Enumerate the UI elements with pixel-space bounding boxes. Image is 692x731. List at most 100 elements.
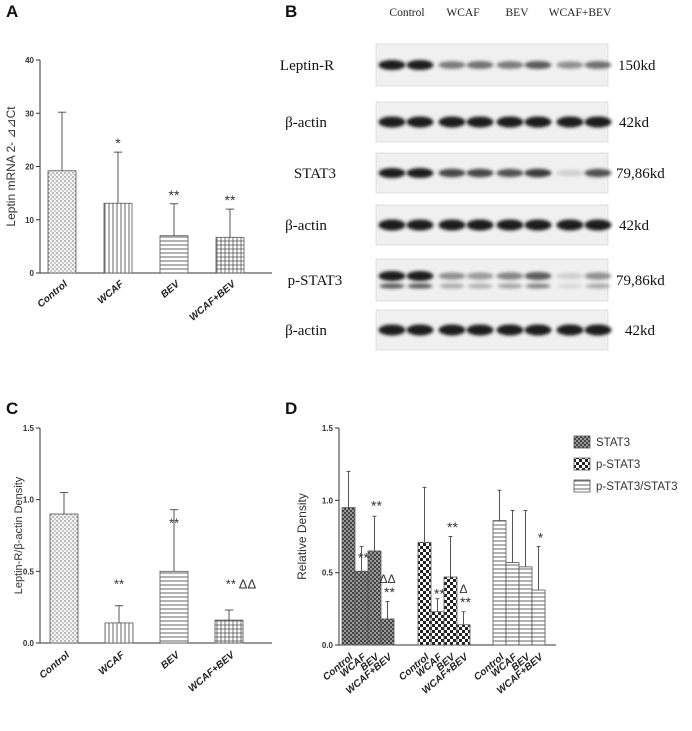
panel-d-significance-label: ** <box>434 586 445 602</box>
panel-a-y-tick-label: 10 <box>25 216 34 225</box>
panel-a-category-label: BEV <box>159 278 183 300</box>
blot-band <box>556 169 584 177</box>
panel-d-p-stat3-bev-bar <box>443 576 458 646</box>
blot-band <box>378 324 406 336</box>
panel-d-significance-label: * <box>538 529 544 545</box>
panel-d-p-stat3-control-bar <box>417 541 432 646</box>
panel-c-significance-label: ** ΔΔ <box>226 577 257 592</box>
panel-a-y-tick-label: 40 <box>25 56 34 65</box>
panel-c-y-tick-label: 0.0 <box>23 639 35 648</box>
panel-c-y-tick-label: 0.5 <box>23 567 35 576</box>
blot-band <box>556 324 584 336</box>
blot-size-label: 42kd <box>619 115 650 131</box>
panel-d-p-stat3-wcaf-bar <box>430 611 445 646</box>
blot-band <box>378 271 406 281</box>
blot-band <box>466 168 494 178</box>
blot-band <box>496 324 524 336</box>
panel-c-category-label: WCAF+BEV <box>187 649 238 695</box>
panel-a-y-tick-label: 0 <box>30 269 35 278</box>
panel-d-legend-label: p-STAT3/STAT3 <box>596 481 678 493</box>
panel-a-y-axis-label: Leptin mRNA 2- ⊿⊿Ct <box>4 106 18 227</box>
panel-d-significance-label: Δ <box>459 582 467 596</box>
panel-d-y-tick-label: 0.0 <box>322 641 334 650</box>
panel-d-stat3-control-bar <box>341 507 356 646</box>
blot-band <box>438 168 466 178</box>
panel-d-legend-swatch <box>573 457 591 471</box>
blot-band <box>584 61 612 69</box>
blot-band <box>584 168 612 178</box>
blot-band <box>524 168 552 178</box>
blot-band <box>556 272 584 280</box>
blot-band <box>466 272 494 280</box>
panel-d-p-stat3-wcaf-bev-bar <box>456 624 471 646</box>
panel-c-significance-label: ** <box>169 516 179 531</box>
panel-a-wcaf-bar <box>103 202 133 274</box>
blot-band <box>496 272 524 280</box>
blot-band <box>524 60 552 70</box>
panel-a-wcaf-bev-bar <box>215 236 245 274</box>
panel-d-significance-label: ΔΔ <box>379 572 395 586</box>
panel-d-p-stat3-stat3-wcaf-bev-bar <box>531 589 546 646</box>
panel-letter-d: D <box>285 399 298 418</box>
blot-band <box>466 116 494 128</box>
blot-lane-label: BEV <box>506 7 530 19</box>
panel-d-p-stat3-stat3-bev-bar <box>518 566 533 646</box>
panel-d-p-stat3-stat3-control-bar <box>492 520 507 646</box>
blot-lane-label: WCAF+BEV <box>549 7 612 19</box>
panel-d-significance-label: ** <box>371 497 382 513</box>
panel-d-significance-label: ** <box>447 519 458 535</box>
blot-band <box>584 324 612 336</box>
blot-band <box>466 61 494 69</box>
blot-band <box>556 116 584 128</box>
blot-size-label: 79,86kd <box>616 166 665 182</box>
panel-c-wcaf-bar <box>104 622 134 644</box>
panel-a-significance-label: * <box>115 135 121 151</box>
blot-band-lower <box>525 283 551 289</box>
panel-c-y-tick-label: 1.0 <box>23 496 35 505</box>
panel-d-p-stat3-stat3-wcaf-bar <box>505 562 520 646</box>
panel-a-control-bar <box>47 170 77 274</box>
blot-band <box>466 324 494 336</box>
blot-band <box>496 168 524 178</box>
panel-a-y-tick-label: 20 <box>25 163 34 172</box>
panel-a-significance-label: ** <box>169 187 180 203</box>
blot-band-lower <box>557 283 583 289</box>
panel-d-legend-swatch <box>573 435 591 449</box>
panel-d-legend-swatch <box>573 479 591 493</box>
blot-band <box>378 168 406 178</box>
panel-c-y-tick-label: 1.5 <box>23 424 35 433</box>
panel-d-stat3-bev-bar <box>367 550 382 646</box>
panel-d-y-tick-label: 1.5 <box>322 424 334 433</box>
blot-size-label: 42kd <box>619 218 650 234</box>
blot-band <box>524 219 552 231</box>
blot-band <box>466 219 494 231</box>
panel-a-bev-bar <box>159 235 189 274</box>
panel-a-y-tick-label: 30 <box>25 109 34 118</box>
blot-protein-label: Leptin-R <box>280 58 334 74</box>
panel-d-legend-label: STAT3 <box>596 437 630 449</box>
blot-band <box>406 271 434 281</box>
blot-band <box>438 61 466 69</box>
blot-band <box>378 116 406 128</box>
panel-c-bev-bar <box>159 570 189 644</box>
panel-a-category-label: WCAF+BEV <box>188 278 239 324</box>
blot-size-label: 42kd <box>625 323 656 339</box>
blot-band <box>496 219 524 231</box>
blot-protein-label: β-actin <box>285 323 327 339</box>
panel-d-y-tick-label: 1.0 <box>322 496 334 505</box>
blot-band <box>438 272 466 280</box>
panel-c-y-axis-label: Leptin-R/β-actin Density <box>13 476 25 594</box>
panel-c-category-label: BEV <box>159 649 183 671</box>
blot-band <box>378 219 406 231</box>
blot-band <box>406 324 434 336</box>
panel-a-category-label: Control <box>36 279 70 310</box>
blot-band <box>406 60 434 70</box>
blot-band-lower <box>379 283 405 289</box>
blot-band <box>584 219 612 231</box>
blot-band-lower <box>585 283 611 289</box>
blot-band <box>406 116 434 128</box>
blot-lane-label: WCAF <box>446 7 479 19</box>
blot-strip <box>375 258 609 302</box>
blot-size-label: 150kd <box>618 58 656 74</box>
